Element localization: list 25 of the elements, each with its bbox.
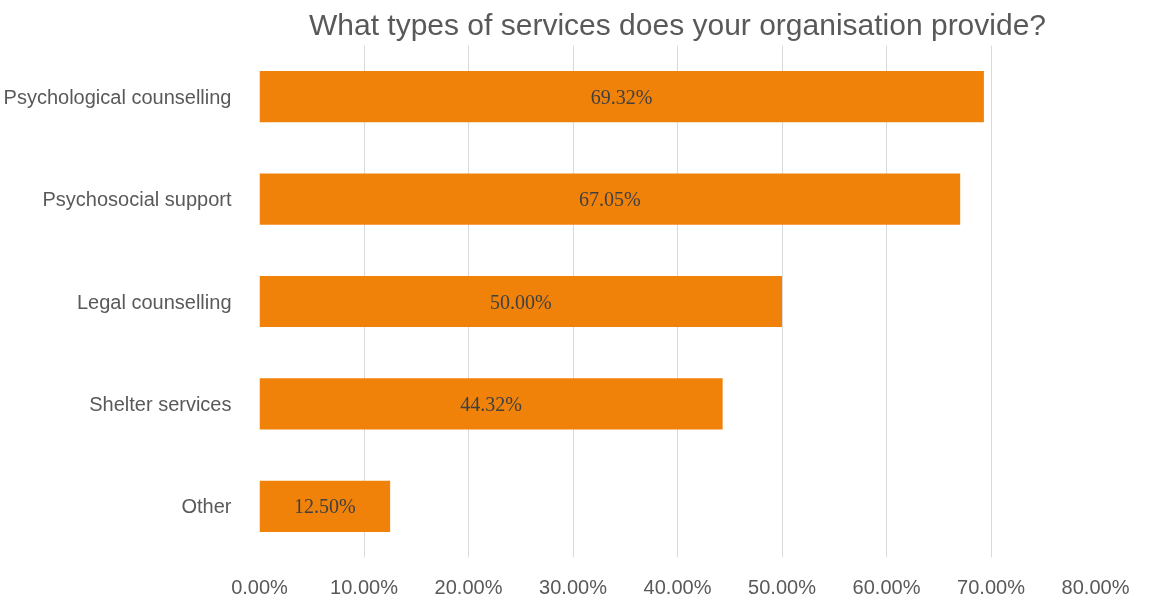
y-tick-label: Psychosocial support	[42, 188, 232, 211]
y-tick-label: Psychological counselling	[3, 85, 232, 108]
x-tick-label: 30.00%	[539, 575, 608, 598]
x-tick-label: 40.00%	[643, 575, 712, 598]
x-tick-label: 60.00%	[852, 575, 921, 598]
data-label: 67.05%	[579, 188, 641, 211]
bar	[259, 71, 984, 123]
x-tick-label: 10.00%	[330, 575, 399, 598]
x-tick-label: 70.00%	[957, 575, 1026, 598]
y-tick-label: Other	[181, 495, 232, 518]
x-tick-label: 50.00%	[748, 575, 817, 598]
data-label: 50.00%	[489, 290, 552, 313]
bar	[259, 480, 391, 532]
x-tick-label: 20.00%	[434, 575, 503, 598]
bar	[259, 173, 961, 225]
data-label: 12.50%	[293, 495, 356, 518]
bar	[259, 275, 782, 328]
bar	[259, 378, 723, 430]
chart-title: What types of services does your organisation provide?	[308, 7, 1047, 41]
data-label: 44.32%	[460, 392, 522, 415]
data-label: 69.32%	[590, 85, 653, 108]
x-tick-label: 0.00%	[231, 575, 289, 598]
x-tick-label: 80.00%	[1061, 575, 1130, 598]
y-tick-label: Shelter services	[89, 392, 232, 415]
y-tick-label: Legal counselling	[76, 290, 232, 313]
